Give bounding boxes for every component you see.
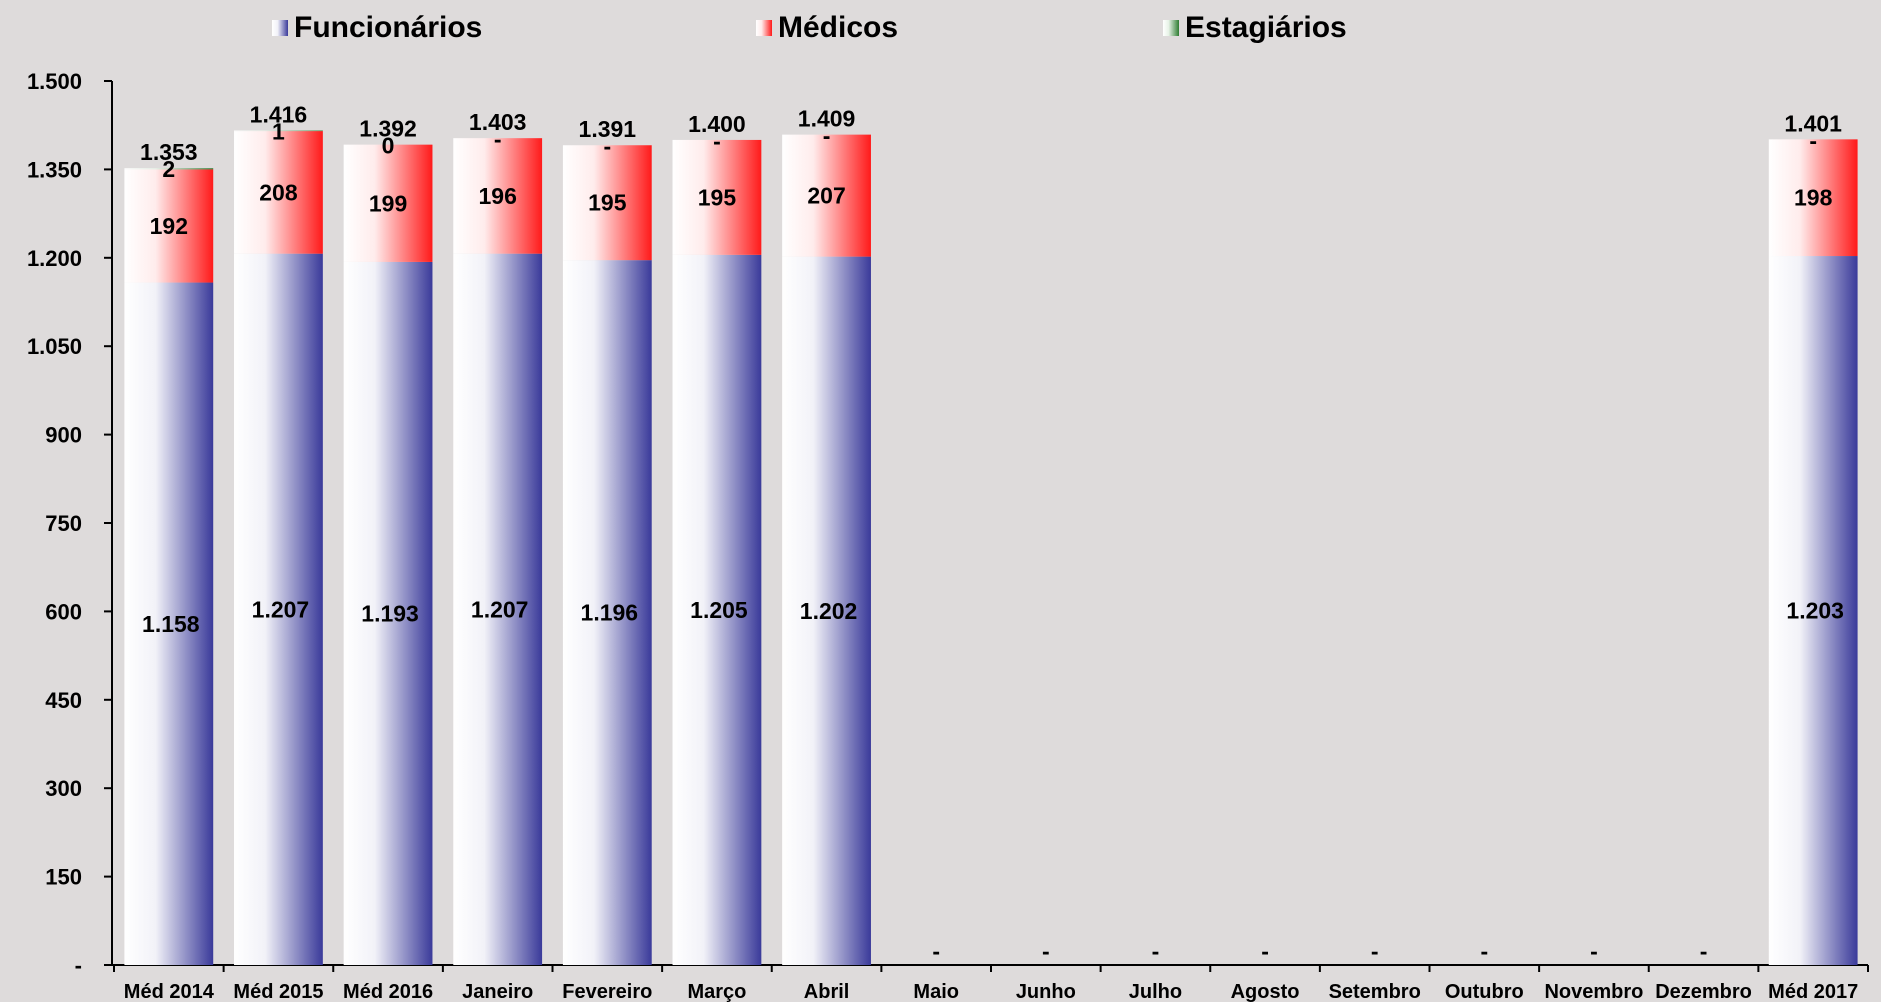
- data-label: 195: [588, 190, 627, 216]
- total-label: 1.416: [250, 102, 308, 128]
- x-tick-label: Agosto: [1231, 981, 1300, 1002]
- y-tick-label: 450: [45, 688, 82, 713]
- legend-swatch: [272, 20, 288, 36]
- data-label: 1.207: [471, 596, 529, 622]
- legend-swatch: [1163, 20, 1179, 36]
- y-tick-label: 750: [45, 511, 82, 536]
- total-label: 1.403: [469, 109, 527, 135]
- x-tick-label: Méd 2015: [233, 981, 323, 1002]
- y-axis: - 150 300 450 600 750 900 1.050 1.200 1.350 1.500: [27, 69, 112, 978]
- y-tick-label: -: [75, 953, 82, 978]
- data-label: 199: [369, 190, 407, 216]
- legend-label: Estagiários: [1185, 11, 1347, 44]
- data-label: 195: [698, 184, 737, 210]
- x-tick-label: Março: [687, 981, 746, 1002]
- total-label: 1.391: [579, 116, 637, 142]
- total-label: -: [1480, 938, 1488, 964]
- bars: [124, 131, 1857, 965]
- y-tick-label: 1.350: [27, 157, 82, 182]
- total-label: -: [1152, 938, 1160, 964]
- data-label: 192: [150, 213, 188, 239]
- legend-swatch: [756, 20, 772, 36]
- data-label: 1.158: [142, 611, 200, 637]
- x-tick-label: Novembro: [1544, 981, 1643, 1002]
- total-label: -: [1590, 938, 1598, 964]
- y-tick-label: 1.050: [27, 334, 82, 359]
- x-tick-label: Maio: [913, 981, 959, 1002]
- y-tick-label: 300: [45, 776, 82, 801]
- y-tick-label: 150: [45, 865, 82, 890]
- data-label: 208: [259, 179, 298, 205]
- x-tick-label: Fevereiro: [562, 981, 652, 1002]
- total-label: 1.392: [359, 116, 417, 142]
- data-label: 1.203: [1786, 598, 1844, 624]
- y-tick-label: 600: [45, 599, 82, 624]
- data-label: 196: [479, 183, 517, 209]
- legend-label: Médicos: [778, 11, 898, 44]
- total-label: -: [1261, 938, 1269, 964]
- x-axis: Méd 2014 Méd 2015 Méd 2016 Janeiro Fevereiro…: [112, 965, 1868, 1002]
- y-tick-label: 1.200: [27, 246, 82, 271]
- x-tick-label: Dezembro: [1655, 981, 1752, 1002]
- x-tick-label: Abril: [804, 981, 850, 1002]
- data-label: 1.193: [361, 600, 419, 626]
- total-label: -: [932, 938, 940, 964]
- data-label: 198: [1794, 185, 1833, 211]
- total-label: 1.353: [140, 139, 198, 165]
- y-tick-label: 900: [45, 423, 82, 448]
- legend-label: Funcionários: [294, 11, 482, 44]
- y-tick-label: 1.500: [27, 69, 82, 94]
- total-label: -: [1042, 938, 1050, 964]
- x-tick-label: Méd 2016: [343, 981, 433, 1002]
- total-label: -: [1700, 938, 1708, 964]
- x-tick-label: Janeiro: [462, 981, 533, 1002]
- data-label: 207: [807, 183, 845, 209]
- data-label: 1.207: [252, 596, 310, 622]
- data-label: 1.205: [690, 597, 748, 623]
- x-tick-label: Junho: [1016, 981, 1076, 1002]
- x-tick-label: Méd 2017: [1768, 981, 1858, 1002]
- total-label: 1.401: [1784, 110, 1842, 136]
- total-label: -: [1371, 938, 1379, 964]
- x-tick-label: Setembro: [1329, 981, 1421, 1002]
- x-tick-label: Julho: [1129, 981, 1182, 1002]
- x-tick-label: Méd 2014: [124, 981, 215, 1002]
- total-label: 1.400: [688, 111, 746, 137]
- data-label: 1.202: [800, 598, 858, 624]
- total-label: 1.409: [798, 106, 856, 132]
- data-label: 1.196: [581, 600, 639, 626]
- legend: Funcionários Médicos Estagiários: [272, 11, 1347, 44]
- x-tick-label: Outubro: [1445, 981, 1524, 1002]
